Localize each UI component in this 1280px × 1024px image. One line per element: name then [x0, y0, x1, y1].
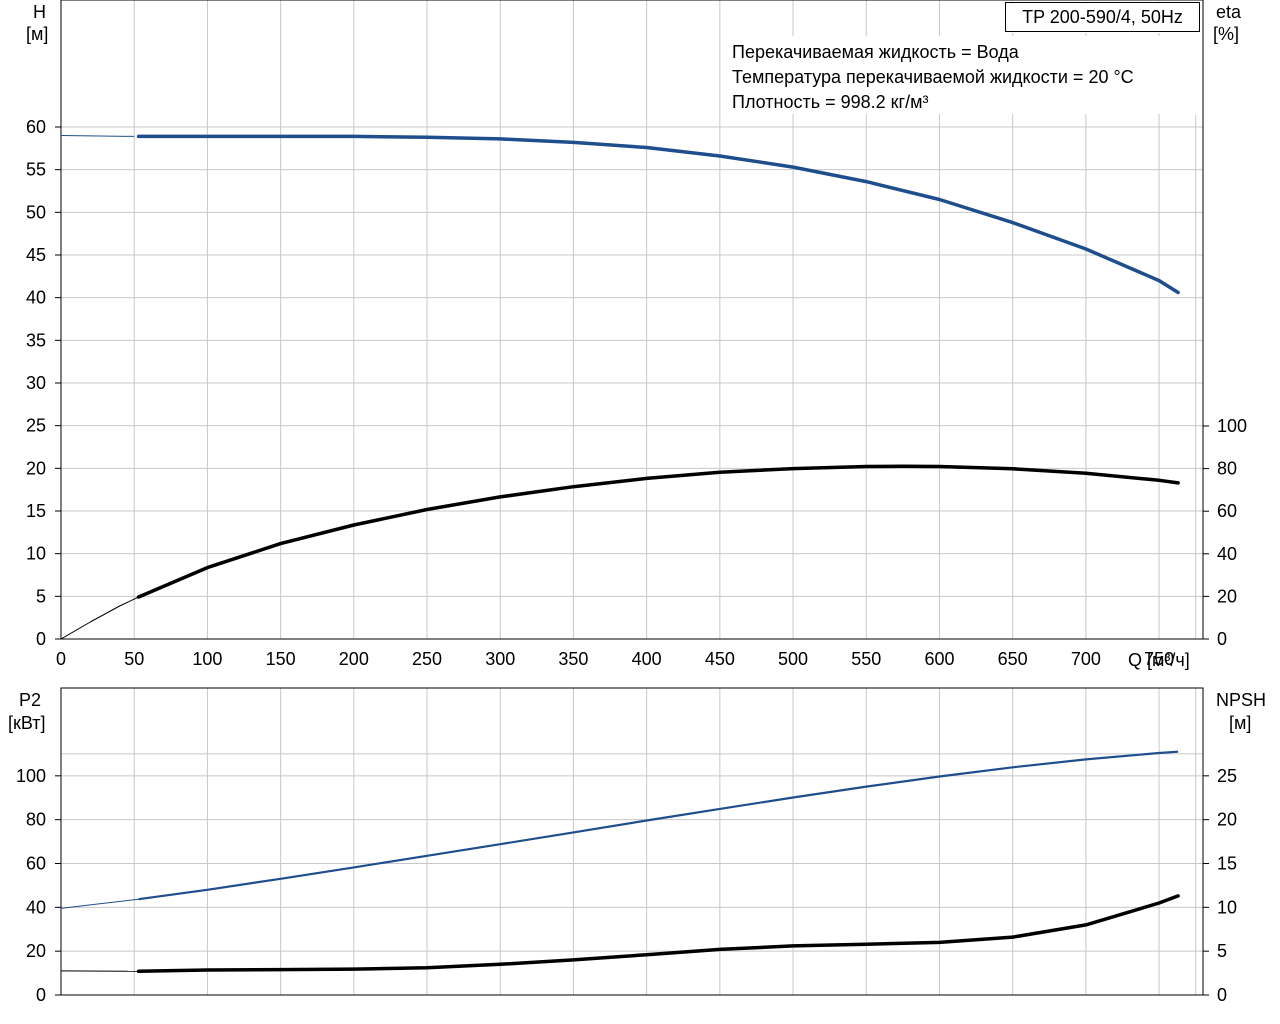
x-tick-label: 450	[705, 649, 735, 669]
y-axis-label-power: P2	[19, 690, 42, 710]
x-tick-label: 650	[998, 649, 1028, 669]
y-tick-label-npsh: 25	[1217, 766, 1237, 786]
x-tick-label: 400	[632, 649, 662, 669]
y-tick-label-power: 20	[26, 941, 46, 961]
x-tick-label: 350	[558, 649, 588, 669]
y-tick-label-head: 0	[36, 629, 46, 649]
head-curve-extension	[60, 135, 135, 137]
x-tick-label: 50	[124, 649, 144, 669]
y-tick-label-power: 0	[36, 985, 46, 1005]
plot-frame-bottom	[60, 687, 1204, 996]
y-tick-label-efficiency: 60	[1217, 501, 1237, 521]
y-axis-label-efficiency: eta	[1216, 2, 1242, 22]
fluid-info: Перекачиваемая жидкость = Вода Температу…	[732, 40, 1134, 115]
power-curve	[138, 750, 1179, 901]
y-axis-label-head: H	[33, 2, 46, 22]
y-tick-label-head: 20	[26, 458, 46, 478]
x-tick-label: 500	[778, 649, 808, 669]
y-tick-label-npsh: 5	[1217, 941, 1227, 961]
y-axis-unit-npsh: [м]	[1229, 713, 1252, 733]
y-tick-label-efficiency: 80	[1217, 459, 1237, 479]
y-axis-unit-efficiency: [%]	[1213, 24, 1240, 44]
fluid-info-line: Температура перекачиваемой жидкости = 20…	[732, 67, 1134, 87]
y-tick-label-power: 40	[26, 897, 46, 917]
plot-frame-top	[60, 0, 1204, 640]
y-tick-label-efficiency: 100	[1217, 416, 1247, 436]
fluid-info-line: Плотность = 998.2 кг/м³	[732, 92, 929, 112]
x-tick-label: 300	[485, 649, 515, 669]
x-tick-label: 0	[56, 649, 66, 669]
x-tick-label: 100	[192, 649, 222, 669]
x-tick-label: 250	[412, 649, 442, 669]
y-tick-label-efficiency: 20	[1217, 586, 1237, 606]
y-tick-label-efficiency: 40	[1217, 544, 1237, 564]
y-tick-label-npsh: 15	[1217, 854, 1237, 874]
y-tick-label-npsh: 0	[1217, 985, 1227, 1005]
y-tick-label-head: 30	[26, 373, 46, 393]
y-tick-label-head: 5	[36, 586, 46, 606]
y-tick-label-head: 25	[26, 416, 46, 436]
y-tick-label-power: 60	[26, 854, 46, 874]
y-tick-label-power: 100	[16, 766, 46, 786]
y-tick-label-npsh: 20	[1217, 810, 1237, 830]
y-axis-unit-power: [кВт]	[8, 713, 46, 733]
info-backdrop	[728, 36, 1198, 114]
x-tick-label: 750	[1144, 649, 1174, 669]
y-axis-label-npsh: NPSH	[1216, 690, 1267, 710]
x-tick-label: 600	[924, 649, 954, 669]
y-tick-label-head: 60	[26, 117, 46, 137]
y-tick-label-head: 55	[26, 160, 46, 180]
x-axis-label-flow: Q [м³/ч]	[1128, 650, 1190, 670]
y-tick-label-head: 10	[26, 544, 46, 564]
head-curve	[136, 134, 1180, 295]
y-tick-label-power: 80	[26, 810, 46, 830]
y-tick-label-head: 35	[26, 330, 46, 350]
efficiency-curve-extension	[60, 596, 139, 640]
x-tick-label: 550	[851, 649, 881, 669]
y-tick-label-head: 15	[26, 501, 46, 521]
power-curve-extension	[60, 898, 139, 909]
chart-title: TP 200-590/4, 50Hz	[1005, 2, 1200, 32]
efficiency-curve	[136, 464, 1180, 599]
y-axis-unit-head: [м]	[26, 24, 49, 44]
npsh-curve	[136, 894, 1180, 974]
y-tick-label-head: 45	[26, 245, 46, 265]
y-tick-label-head: 50	[26, 202, 46, 222]
fluid-info-line: Перекачиваемая жидкость = Вода	[732, 42, 1019, 62]
x-tick-label: 150	[266, 649, 296, 669]
x-tick-label: 200	[339, 649, 369, 669]
x-tick-label: 700	[1071, 649, 1101, 669]
y-tick-label-head: 40	[26, 288, 46, 308]
y-tick-label-npsh: 10	[1217, 897, 1237, 917]
y-tick-label-efficiency: 0	[1217, 629, 1227, 649]
